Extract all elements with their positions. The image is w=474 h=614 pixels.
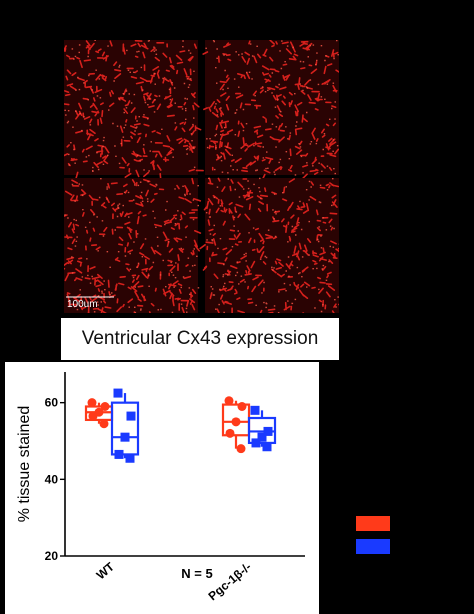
cx43-stain-dots: [64, 40, 196, 172]
x-tick-label: Pgc-1β-/-: [206, 560, 254, 604]
box-blue-pgc: [247, 405, 277, 452]
data-point: [125, 453, 135, 463]
cx43-stain-dots: [64, 178, 200, 313]
cx43-stain-strands: [64, 40, 204, 181]
data-point: [113, 388, 123, 398]
data-point: [225, 428, 235, 438]
sample-size-annotation: N = 5: [181, 566, 212, 581]
data-point: [250, 405, 260, 415]
cx43-stain-strands: [64, 177, 202, 313]
chart-title-box: Ventricular Cx43 expression: [61, 318, 339, 360]
data-point: [224, 396, 234, 406]
cx43-stain-dots: [205, 40, 339, 176]
cx43-stain-strands: [202, 40, 339, 182]
cx43-stain-dots: [205, 177, 339, 313]
data-point: [99, 419, 109, 429]
data-point: [88, 411, 98, 421]
micrograph-panel-1: [64, 40, 204, 181]
legend-swatch-blue: [356, 539, 390, 554]
data-point: [114, 449, 124, 459]
data-point: [236, 444, 246, 454]
box-plot: 20 40 60 % tissue stained WT Pgc-1β-/-N = 5: [16, 372, 305, 604]
data-point: [100, 402, 110, 411]
micrograph-background: [64, 40, 198, 175]
data-point: [263, 426, 273, 436]
data-point: [231, 417, 241, 427]
y-axis-label: % tissue stained: [16, 406, 33, 523]
micrograph-panel-3: [64, 177, 202, 313]
y-tick-label: 20: [45, 549, 59, 563]
legend-swatch-red: [356, 516, 390, 531]
data-point: [257, 432, 267, 442]
box-red-pgc: [221, 396, 251, 454]
cx43-micrograph: 100um: [64, 40, 339, 313]
box-iqr: [110, 401, 140, 456]
data-point: [237, 402, 247, 411]
micrograph-background: [64, 178, 198, 313]
data-point: [251, 438, 261, 448]
cx43-stain-strands: [199, 177, 339, 313]
data-point: [262, 442, 272, 452]
data-point: [87, 398, 97, 408]
data-point: [126, 411, 136, 421]
box-red-wt: [84, 398, 114, 429]
data-point: [120, 432, 130, 442]
micrograph-panel-4: [199, 177, 339, 313]
scale-bar-label: 100um: [67, 299, 98, 310]
box-plot-panel: 20 40 60 % tissue stained WT Pgc-1β-/- N = 5: [5, 362, 319, 614]
box-blue-wt: [110, 388, 140, 463]
chart-title: Ventricular Cx43 expression: [81, 328, 319, 349]
y-tick-label: 60: [45, 396, 59, 410]
y-tick-label: 40: [45, 472, 59, 486]
x-tick-label: WT: [94, 559, 118, 582]
micrograph-panel-2: [202, 40, 339, 182]
